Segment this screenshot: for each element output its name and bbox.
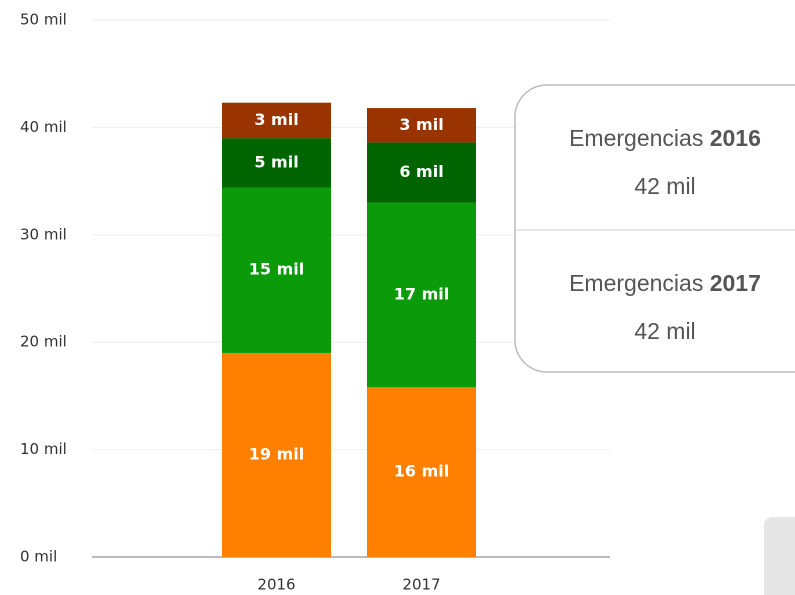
y-tick-label: 20 mil	[20, 333, 67, 351]
side-panel	[764, 517, 795, 595]
tooltip: Emergencias 2016 42 mil Emergencias 2017 42…	[514, 84, 795, 373]
bar-segment	[222, 187, 331, 353]
data-label: 3 mil	[399, 115, 443, 134]
tooltip-label: Emergencias 2016	[569, 125, 761, 151]
bar-segment	[222, 138, 331, 188]
y-tick-label: 50 mil	[20, 11, 67, 29]
bar-segment	[367, 387, 476, 557]
tooltip-value: 42 mil	[634, 318, 695, 344]
y-tick-label: 30 mil	[20, 225, 67, 243]
tooltip-series: Emergencias	[569, 125, 703, 151]
tooltip-box	[514, 84, 795, 373]
x-tick-label: 2016	[257, 576, 295, 594]
bar-segment	[367, 202, 476, 388]
data-label: 19 mil	[249, 444, 304, 463]
data-label: 15 mil	[249, 260, 304, 279]
y-tick-label: 10 mil	[20, 440, 67, 458]
data-label: 6 mil	[399, 162, 443, 181]
tooltip-series: Emergencias	[569, 270, 703, 296]
tooltip-year: 2017	[710, 270, 761, 296]
x-tick-label: 2017	[402, 576, 440, 594]
data-label: 3 mil	[254, 110, 298, 129]
data-label: 16 mil	[394, 462, 449, 481]
y-tick-label: 0 mil	[20, 548, 57, 566]
bar-segment	[367, 108, 476, 143]
tooltip-year: 2016	[710, 125, 761, 151]
y-tick-label: 40 mil	[20, 118, 67, 136]
tooltip-value: 42 mil	[634, 173, 695, 199]
tooltip-label: Emergencias 2017	[569, 270, 761, 296]
bar-segment	[222, 352, 331, 557]
bar-segment	[367, 142, 476, 203]
bar-segment	[222, 102, 331, 139]
data-label: 17 mil	[394, 284, 449, 303]
data-label: 5 mil	[254, 152, 298, 171]
